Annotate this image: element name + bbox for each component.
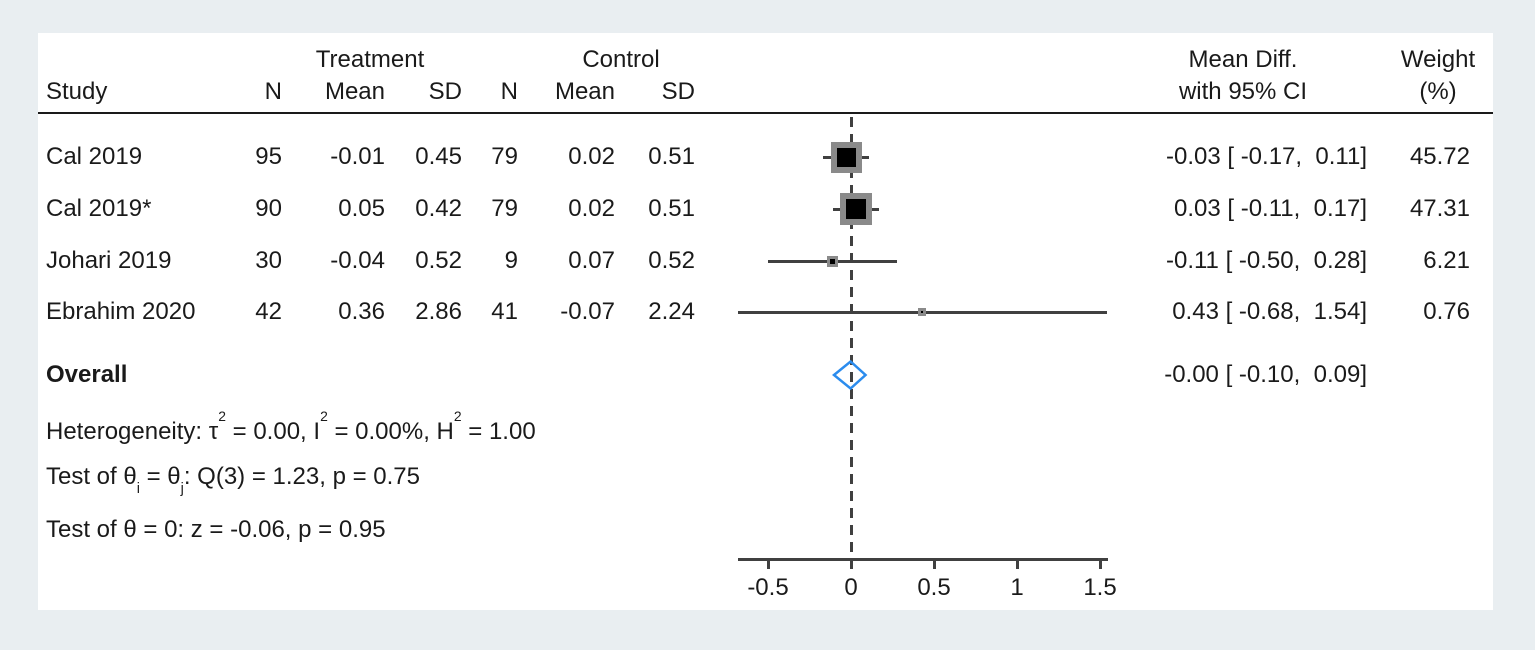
treatment-group-header: Treatment [315, 46, 425, 73]
effect-marker-core [921, 311, 924, 313]
study-stat: 95 [255, 143, 282, 170]
study-column-header: Study [46, 78, 108, 105]
study-stat: -0.01 [330, 143, 385, 170]
x-axis-tick [766, 558, 770, 569]
study-stat: 0.45 [415, 143, 462, 170]
effect-marker [918, 308, 927, 316]
effect-header-line2: with 95% CI [1178, 78, 1308, 105]
control-mean-header: Mean [554, 78, 615, 105]
study-stat: 0.51 [648, 195, 695, 222]
study-stat: -0.04 [330, 247, 385, 274]
study-stat: 0.07 [568, 247, 615, 274]
homogeneity-test-text: Test of θ [46, 463, 137, 490]
study-stat: 0.51 [648, 143, 695, 170]
heterogeneity-stats: Heterogeneity: τ2 = 0.00, I2 = 0.00%, H2… [46, 407, 536, 445]
study-stat: 90 [255, 195, 282, 222]
plot-area: Cal 2019 95 -0.01 0.45 79 0.02 0.51 -0.03 [ -0.… [38, 33, 1493, 610]
control-group-header: Control [582, 46, 660, 73]
study-stat: 79 [491, 143, 518, 170]
study-stat: 0.02 [568, 143, 615, 170]
study-stat: 79 [491, 195, 518, 222]
overall-diamond [832, 359, 868, 391]
ci-text: -0.03 [ -0.17, 0.11] [1165, 143, 1367, 170]
study-name: Cal 2019* [46, 195, 152, 222]
study-stat: 2.86 [415, 298, 462, 325]
effect-marker-core [830, 258, 836, 264]
overall-label: Overall [46, 361, 128, 388]
study-stat: -0.07 [560, 298, 615, 325]
plot-panel: Study Treatment Control N Mean SD N Mean… [38, 33, 1493, 610]
study-stat: 0.52 [415, 247, 462, 274]
study-stat: 9 [504, 247, 518, 274]
zero-reference-line [849, 117, 853, 558]
x-tick-label: 1.5 [1083, 574, 1117, 601]
treatment-sd-header: SD [428, 78, 462, 105]
x-axis-tick [849, 558, 853, 569]
overall-effect-test-text: Test of θ = 0: z = -0.06, p = 0.95 [46, 516, 386, 543]
study-stat: 0.42 [415, 195, 462, 222]
treatment-mean-header: Mean [324, 78, 385, 105]
effect-marker [830, 141, 862, 173]
effect-marker-core [845, 199, 866, 219]
x-tick-label: 1 [1010, 574, 1024, 601]
x-tick-label: 0 [844, 574, 858, 601]
study-name: Johari 2019 [46, 247, 172, 274]
control-sd-header: SD [661, 78, 695, 105]
study-stat: 0.36 [338, 298, 385, 325]
study-stat: 41 [491, 298, 518, 325]
header-rule [38, 112, 1493, 114]
weight-text: 6.21 [1423, 247, 1470, 274]
x-tick-label: 0.5 [917, 574, 951, 601]
x-tick-label: -0.5 [747, 574, 789, 601]
effect-marker-core [836, 147, 856, 167]
ci-text: -0.11 [ -0.50, 0.28] [1165, 247, 1367, 274]
x-axis-line [738, 558, 1109, 561]
weight-text: 0.76 [1423, 298, 1470, 325]
overall-effect-test: Test of θ = 0: z = -0.06, p = 0.95 [46, 514, 386, 546]
ci-text: 0.43 [ -0.68, 1.54] [1165, 298, 1367, 325]
study-name: Cal 2019 [46, 143, 143, 170]
weight-text: 47.31 [1409, 195, 1470, 222]
x-axis-tick [932, 558, 936, 569]
study-stat: 0.02 [568, 195, 615, 222]
study-stat: 30 [255, 247, 282, 274]
control-n-header: N [500, 78, 518, 105]
weight-text: 45.72 [1409, 143, 1470, 170]
weight-header-line2: (%) [1419, 78, 1457, 105]
overall-ci-text: -0.00 [ -0.10, 0.09] [1164, 361, 1367, 388]
study-stat: 0.05 [338, 195, 385, 222]
study-stat: 0.52 [648, 247, 695, 274]
x-axis-tick [1015, 558, 1019, 569]
study-name: Ebrahim 2020 [46, 298, 196, 325]
study-stat: 42 [255, 298, 282, 325]
effect-marker [827, 255, 839, 267]
study-stat: 2.24 [648, 298, 695, 325]
het-text: Heterogeneity: τ [46, 418, 219, 445]
ci-text: 0.03 [ -0.11, 0.17] [1167, 195, 1367, 222]
homogeneity-test: Test of θi = θj: Q(3) = 1.23, p = 0.75 [46, 463, 420, 498]
weight-header-line1: Weight [1400, 46, 1476, 73]
effect-marker [839, 193, 872, 225]
effect-header-line1: Mean Diff. [1188, 46, 1298, 73]
treatment-n-header: N [264, 78, 282, 105]
x-axis-tick [1098, 558, 1102, 569]
